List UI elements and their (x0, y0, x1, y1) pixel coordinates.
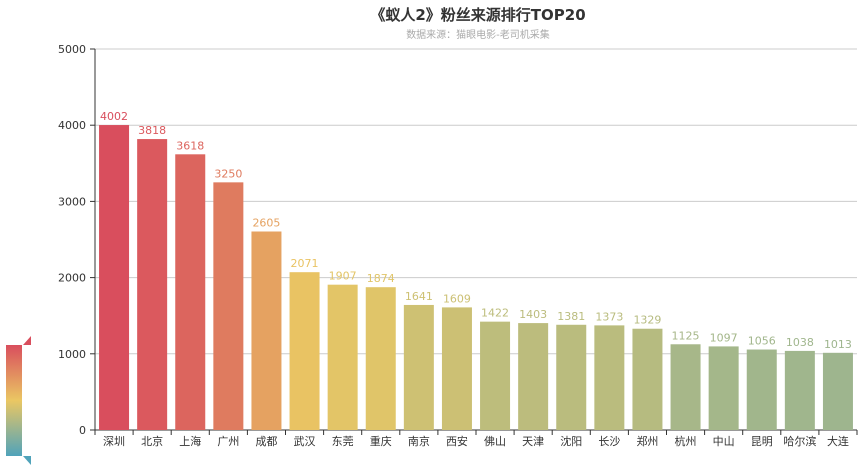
x-tick-label: 武汉 (294, 435, 316, 448)
data-label: 1641 (405, 290, 433, 303)
bar (327, 284, 358, 430)
bar (518, 323, 549, 430)
bar (213, 182, 244, 430)
chart-subtitle: 数据来源：猫眼电影-老司机采集 (406, 28, 550, 41)
data-label: 1381 (557, 310, 585, 323)
bar (670, 344, 701, 430)
data-label: 2605 (252, 216, 280, 229)
y-tick-label: 2000 (58, 272, 86, 285)
x-tick-label: 东莞 (332, 435, 354, 448)
visual-map[interactable] (6, 336, 31, 465)
bar (480, 321, 511, 430)
data-label: 1373 (595, 310, 623, 323)
y-tick-label: 5000 (58, 43, 86, 56)
data-label: 1874 (367, 272, 395, 285)
bar (175, 154, 206, 430)
data-label: 1609 (443, 292, 471, 305)
bar (403, 304, 434, 430)
data-label: 3250 (214, 167, 242, 180)
bar (365, 287, 396, 430)
bar (784, 350, 815, 430)
x-tick-label: 郑州 (636, 434, 658, 448)
x-tick-label: 杭州 (675, 434, 697, 448)
data-label: 2071 (291, 257, 319, 270)
data-label: 1125 (672, 329, 700, 342)
bar (594, 325, 625, 430)
x-tick-label: 南京 (408, 434, 430, 448)
visual-map-top-handle[interactable] (23, 336, 31, 345)
y-tick-label: 0 (79, 424, 86, 437)
data-label: 1056 (748, 335, 776, 348)
x-tick-label: 长沙 (598, 435, 620, 448)
x-tick-label: 昆明 (751, 435, 773, 448)
bar (99, 125, 130, 430)
data-label: 1329 (633, 314, 661, 327)
x-tick-label: 中山 (713, 435, 735, 448)
bar (632, 328, 663, 430)
data-label: 4002 (100, 110, 128, 123)
bar (251, 231, 282, 430)
data-label: 1907 (329, 270, 357, 283)
x-tick-label: 哈尔滨 (783, 434, 816, 448)
x-tick-label: 深圳 (103, 435, 125, 448)
y-tick-label: 3000 (58, 195, 86, 208)
visual-map-bar (6, 345, 22, 456)
x-tick-label: 北京 (141, 434, 163, 448)
x-tick-label: 上海 (179, 434, 201, 448)
x-tick-label: 广州 (217, 435, 239, 448)
data-label: 1097 (710, 331, 738, 344)
data-label: 3618 (176, 139, 204, 152)
x-tick-label: 沈阳 (560, 434, 582, 448)
y-tick-label: 1000 (58, 348, 86, 361)
data-label: 1013 (824, 338, 852, 351)
data-label: 1422 (481, 307, 509, 320)
visual-map-bottom-handle[interactable] (23, 456, 31, 465)
x-tick-label: 佛山 (484, 435, 506, 448)
bar (708, 346, 739, 430)
x-tick-label: 天津 (522, 435, 544, 448)
bar (441, 307, 472, 430)
bar (822, 352, 853, 430)
y-tick-label: 4000 (58, 119, 86, 132)
x-tick-label: 大连 (827, 434, 849, 448)
chart-title: 《蚁人2》粉丝来源排行TOP20 (370, 6, 585, 24)
bar (556, 324, 587, 430)
x-tick-label: 重庆 (370, 434, 392, 448)
data-label: 1038 (786, 336, 814, 349)
bar (137, 139, 168, 430)
data-label: 1403 (519, 308, 547, 321)
x-tick-label: 成都 (255, 435, 277, 448)
data-label: 3818 (138, 124, 166, 137)
bar (746, 349, 777, 430)
bar (289, 272, 320, 430)
x-tick-label: 西安 (446, 434, 468, 448)
